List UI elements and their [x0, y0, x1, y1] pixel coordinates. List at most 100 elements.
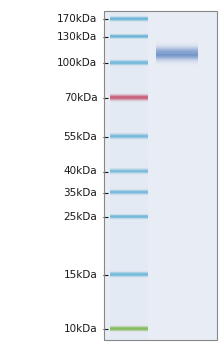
FancyBboxPatch shape: [156, 50, 198, 51]
FancyBboxPatch shape: [156, 56, 198, 58]
FancyBboxPatch shape: [156, 55, 198, 57]
FancyBboxPatch shape: [110, 19, 148, 21]
FancyBboxPatch shape: [110, 172, 148, 174]
FancyBboxPatch shape: [156, 49, 198, 50]
FancyBboxPatch shape: [110, 327, 148, 329]
Text: 100kDa: 100kDa: [57, 58, 97, 68]
FancyBboxPatch shape: [156, 50, 198, 52]
FancyBboxPatch shape: [110, 171, 148, 173]
FancyBboxPatch shape: [110, 18, 148, 20]
FancyBboxPatch shape: [110, 35, 148, 37]
FancyBboxPatch shape: [110, 329, 148, 331]
FancyBboxPatch shape: [156, 55, 198, 56]
FancyBboxPatch shape: [156, 53, 198, 55]
Text: 170kDa: 170kDa: [57, 14, 97, 24]
FancyBboxPatch shape: [110, 99, 148, 101]
FancyBboxPatch shape: [110, 274, 148, 276]
FancyBboxPatch shape: [110, 62, 148, 64]
FancyBboxPatch shape: [156, 51, 198, 52]
FancyBboxPatch shape: [156, 54, 198, 56]
FancyBboxPatch shape: [156, 46, 198, 48]
FancyBboxPatch shape: [110, 190, 148, 192]
FancyBboxPatch shape: [110, 216, 148, 218]
FancyBboxPatch shape: [110, 135, 148, 138]
FancyBboxPatch shape: [110, 136, 148, 139]
FancyBboxPatch shape: [110, 36, 148, 38]
Text: 40kDa: 40kDa: [64, 167, 97, 176]
FancyBboxPatch shape: [110, 17, 148, 19]
Text: 70kDa: 70kDa: [64, 93, 97, 103]
FancyBboxPatch shape: [110, 191, 148, 194]
FancyBboxPatch shape: [110, 329, 148, 331]
Text: 10kDa: 10kDa: [64, 324, 97, 334]
FancyBboxPatch shape: [110, 217, 148, 219]
FancyBboxPatch shape: [110, 170, 148, 173]
FancyBboxPatch shape: [110, 135, 148, 137]
FancyBboxPatch shape: [110, 95, 148, 97]
FancyBboxPatch shape: [110, 134, 148, 136]
FancyBboxPatch shape: [110, 94, 148, 96]
FancyBboxPatch shape: [110, 18, 148, 20]
Text: 130kDa: 130kDa: [57, 32, 97, 42]
FancyBboxPatch shape: [110, 61, 148, 63]
FancyBboxPatch shape: [110, 215, 148, 217]
FancyBboxPatch shape: [110, 62, 148, 64]
FancyBboxPatch shape: [110, 274, 148, 276]
FancyBboxPatch shape: [110, 96, 148, 98]
FancyBboxPatch shape: [110, 215, 148, 217]
FancyBboxPatch shape: [110, 35, 148, 37]
FancyBboxPatch shape: [110, 98, 148, 100]
FancyBboxPatch shape: [110, 216, 148, 218]
FancyBboxPatch shape: [110, 17, 148, 19]
FancyBboxPatch shape: [110, 328, 148, 330]
FancyBboxPatch shape: [110, 60, 148, 62]
FancyBboxPatch shape: [110, 63, 148, 65]
FancyBboxPatch shape: [110, 63, 148, 65]
Text: 15kDa: 15kDa: [63, 270, 97, 280]
FancyBboxPatch shape: [110, 329, 148, 331]
FancyBboxPatch shape: [156, 49, 198, 51]
FancyBboxPatch shape: [110, 217, 148, 219]
FancyBboxPatch shape: [110, 216, 148, 218]
FancyBboxPatch shape: [110, 328, 148, 330]
FancyBboxPatch shape: [156, 57, 198, 58]
FancyBboxPatch shape: [110, 98, 148, 100]
FancyBboxPatch shape: [110, 97, 148, 99]
FancyBboxPatch shape: [110, 34, 148, 36]
FancyBboxPatch shape: [110, 136, 148, 138]
FancyBboxPatch shape: [110, 272, 148, 274]
FancyBboxPatch shape: [110, 94, 148, 97]
FancyBboxPatch shape: [110, 169, 148, 171]
FancyBboxPatch shape: [110, 326, 148, 328]
FancyBboxPatch shape: [110, 134, 148, 136]
FancyBboxPatch shape: [110, 215, 148, 217]
FancyBboxPatch shape: [110, 19, 148, 21]
FancyBboxPatch shape: [110, 190, 148, 192]
FancyBboxPatch shape: [110, 272, 148, 274]
FancyBboxPatch shape: [110, 18, 148, 20]
FancyBboxPatch shape: [110, 273, 148, 275]
FancyBboxPatch shape: [110, 134, 148, 136]
FancyBboxPatch shape: [110, 96, 148, 98]
FancyBboxPatch shape: [110, 35, 148, 37]
Text: 55kDa: 55kDa: [63, 132, 97, 141]
FancyBboxPatch shape: [110, 170, 148, 172]
FancyBboxPatch shape: [110, 61, 148, 63]
FancyBboxPatch shape: [156, 53, 198, 55]
FancyBboxPatch shape: [110, 35, 148, 37]
FancyBboxPatch shape: [110, 274, 148, 277]
FancyBboxPatch shape: [156, 52, 198, 54]
FancyBboxPatch shape: [110, 20, 148, 22]
FancyBboxPatch shape: [110, 137, 148, 139]
FancyBboxPatch shape: [110, 16, 148, 19]
FancyBboxPatch shape: [156, 58, 198, 60]
FancyBboxPatch shape: [110, 60, 148, 62]
FancyBboxPatch shape: [104, 10, 217, 340]
FancyBboxPatch shape: [110, 190, 148, 192]
FancyBboxPatch shape: [110, 34, 148, 36]
FancyBboxPatch shape: [156, 51, 198, 53]
FancyBboxPatch shape: [110, 19, 148, 21]
FancyBboxPatch shape: [110, 328, 148, 330]
FancyBboxPatch shape: [110, 169, 148, 172]
FancyBboxPatch shape: [110, 191, 148, 193]
